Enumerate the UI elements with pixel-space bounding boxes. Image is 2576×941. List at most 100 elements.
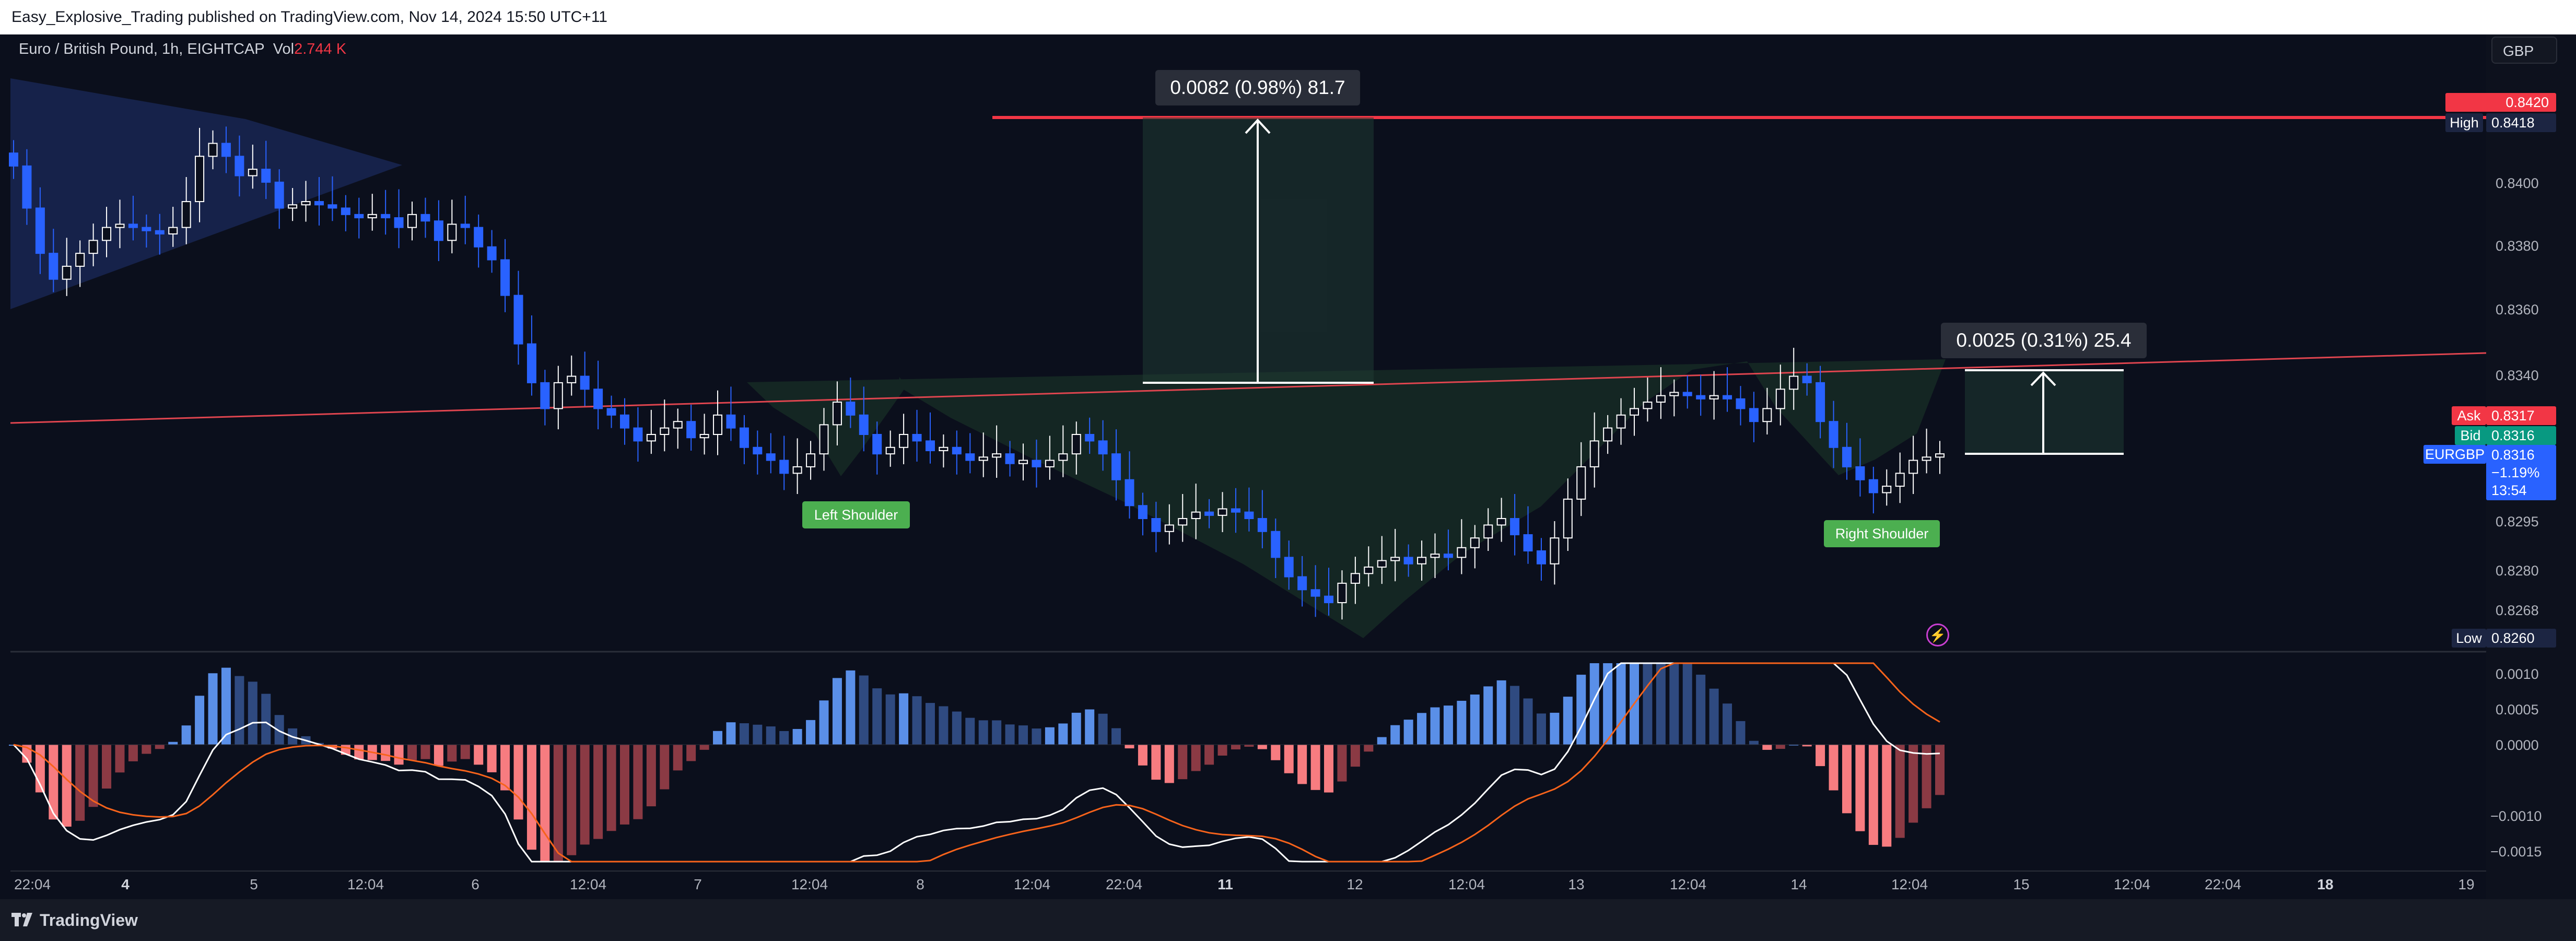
candle-bull[interactable] xyxy=(792,466,802,474)
candle-bull[interactable] xyxy=(1630,408,1640,416)
candle-bear[interactable] xyxy=(1297,576,1307,591)
candle-bull[interactable] xyxy=(1018,460,1028,464)
candles[interactable] xyxy=(9,126,1945,620)
candle-bear[interactable] xyxy=(912,433,922,442)
candle-bull[interactable] xyxy=(1364,566,1374,574)
candle-bear[interactable] xyxy=(314,201,324,206)
candle-bear[interactable] xyxy=(1842,446,1852,467)
candle-bull[interactable] xyxy=(1643,402,1653,409)
candle-bear[interactable] xyxy=(261,169,271,183)
neckline[interactable] xyxy=(10,352,2487,424)
candle-bull[interactable] xyxy=(1377,560,1387,568)
candle-bear[interactable] xyxy=(686,421,696,439)
candle-bear[interactable] xyxy=(1802,375,1812,383)
candle-bull[interactable] xyxy=(1922,456,1931,461)
candle-bear[interactable] xyxy=(460,224,470,228)
candle-bull[interactable] xyxy=(660,427,670,435)
candle-bull[interactable] xyxy=(75,253,85,267)
candle-bear[interactable] xyxy=(726,414,736,429)
candle-bear[interactable] xyxy=(1310,589,1320,597)
candle-bear[interactable] xyxy=(593,389,603,409)
candle-bull[interactable] xyxy=(1417,557,1427,564)
candle-bull[interactable] xyxy=(1058,453,1068,461)
candle-bull[interactable] xyxy=(1071,433,1081,455)
candle-bear[interactable] xyxy=(1736,398,1746,409)
candle-bull[interactable] xyxy=(1045,460,1055,467)
candle-bear[interactable] xyxy=(1271,531,1281,558)
candle-bear[interactable] xyxy=(354,214,364,219)
candle-bear[interactable] xyxy=(1005,453,1015,464)
candle-bull[interactable] xyxy=(939,446,949,451)
symbol-legend[interactable]: Euro / British Pound, 1h, EIGHTCAP Vol2.… xyxy=(19,41,346,58)
candle-bear[interactable] xyxy=(513,295,523,345)
symmetrical-triangle[interactable] xyxy=(10,78,402,309)
candle-bear[interactable] xyxy=(766,453,776,461)
candle-bull[interactable] xyxy=(1337,582,1347,604)
currency-button[interactable]: GBP xyxy=(2491,37,2557,64)
candle-bear[interactable] xyxy=(1749,408,1759,422)
candle-bear[interactable] xyxy=(1125,479,1134,507)
candle-bear[interactable] xyxy=(394,217,404,228)
candle-bear[interactable] xyxy=(1443,554,1453,558)
candle-bear[interactable] xyxy=(753,446,763,455)
candle-bull[interactable] xyxy=(806,453,816,467)
candle-bear[interactable] xyxy=(1032,460,1041,467)
candle-bear[interactable] xyxy=(739,427,749,448)
candle-bull[interactable] xyxy=(1709,395,1719,399)
candle-bull[interactable] xyxy=(1775,389,1785,409)
candle-bear[interactable] xyxy=(1231,508,1240,513)
candle-bull[interactable] xyxy=(1908,460,1918,474)
candle-bear[interactable] xyxy=(9,152,18,167)
candle-bull[interactable] xyxy=(1178,518,1188,526)
candle-bull[interactable] xyxy=(673,421,683,429)
candle-bear[interactable] xyxy=(633,427,643,442)
candle-bear[interactable] xyxy=(1284,557,1294,578)
candle-bear[interactable] xyxy=(846,402,856,416)
left-shoulder-label[interactable]: Left Shoulder xyxy=(802,501,910,528)
candle-bear[interactable] xyxy=(1723,395,1732,399)
candle-bull[interactable] xyxy=(1789,375,1799,390)
candle-bull[interactable] xyxy=(1669,392,1679,396)
candle-bull[interactable] xyxy=(288,204,298,209)
candle-bear[interactable] xyxy=(474,227,484,248)
candle-bear[interactable] xyxy=(1829,421,1839,448)
candle-bear[interactable] xyxy=(1855,466,1865,480)
candle-bull[interactable] xyxy=(195,156,205,203)
candle-bear[interactable] xyxy=(221,143,231,157)
candle-bear[interactable] xyxy=(540,382,550,409)
candle-bear[interactable] xyxy=(487,246,497,261)
candle-bear[interactable] xyxy=(1403,557,1413,564)
candle-bear[interactable] xyxy=(1138,505,1148,520)
candle-bull[interactable] xyxy=(115,224,125,228)
candle-bull[interactable] xyxy=(181,201,191,228)
candle-bull[interactable] xyxy=(1589,440,1599,467)
candle-bull[interactable] xyxy=(1576,466,1586,500)
candle-bull[interactable] xyxy=(899,433,909,448)
candle-bull[interactable] xyxy=(1895,473,1905,487)
candle-bull[interactable] xyxy=(553,382,563,409)
candle-bear[interactable] xyxy=(128,224,138,228)
candle-bear[interactable] xyxy=(1324,595,1334,604)
candle-bull[interactable] xyxy=(1656,395,1666,403)
candle-bull[interactable] xyxy=(1430,554,1440,558)
candle-bull[interactable] xyxy=(1483,524,1493,539)
candle-bear[interactable] xyxy=(1098,440,1108,455)
candle-bull[interactable] xyxy=(1164,524,1174,532)
candle-bull[interactable] xyxy=(992,453,1002,458)
candle-bull[interactable] xyxy=(407,214,417,228)
candle-bear[interactable] xyxy=(1816,382,1825,422)
macd-histogram[interactable] xyxy=(9,663,1945,862)
candle-bear[interactable] xyxy=(925,440,935,451)
candle-bear[interactable] xyxy=(872,433,882,455)
candle-bear[interactable] xyxy=(327,204,337,209)
candle-bear[interactable] xyxy=(526,343,536,383)
candle-bull[interactable] xyxy=(1191,511,1201,520)
measure-label-right[interactable]: 0.0025 (0.31%) 25.4 xyxy=(1941,323,2147,358)
candle-bear[interactable] xyxy=(1204,511,1214,516)
candle-bull[interactable] xyxy=(832,402,842,426)
candle-bull[interactable] xyxy=(301,201,311,206)
candle-bear[interactable] xyxy=(1151,518,1161,532)
candle-bull[interactable] xyxy=(367,214,377,219)
candle-bear[interactable] xyxy=(1510,518,1520,535)
signal-line[interactable] xyxy=(13,662,1940,863)
